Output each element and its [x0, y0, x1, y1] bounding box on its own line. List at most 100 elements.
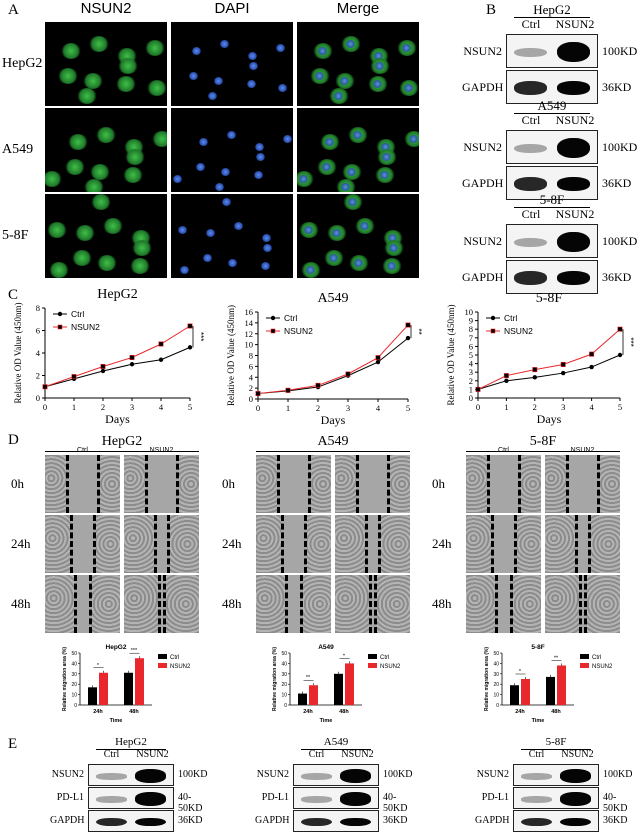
- wound-time-label-0h: 0h: [222, 476, 235, 491]
- blot-membrane-pd-l1: [513, 787, 599, 809]
- blot-size-label: 40-50KD: [178, 792, 203, 814]
- y-tick-label: 0: [36, 393, 40, 403]
- x-tick-label: 5: [618, 402, 622, 412]
- panel-label-a: A: [8, 2, 19, 18]
- wound-title-rule: [256, 451, 410, 452]
- blot-cell-title: 5-8F: [545, 736, 567, 748]
- lane-label-nsun2: NSUN2: [555, 17, 595, 31]
- wound-edge-line: [578, 575, 582, 633]
- bar-nsun2: [521, 679, 530, 705]
- wound-edge-line: [494, 575, 498, 633]
- wound-image: [545, 515, 620, 573]
- wound-edge-line: [144, 455, 148, 513]
- legend-label-nsun2: NSUN2: [380, 664, 401, 670]
- band-ctrl: [95, 817, 127, 827]
- blot-membrane-gapdh: [506, 70, 598, 104]
- wound-image: [256, 515, 331, 573]
- y-tick-label: 2: [469, 376, 473, 386]
- micrograph-hepg2-nsun2: [45, 22, 167, 106]
- bar-nsun2: [99, 672, 108, 705]
- blot-membrane-nsun2: [513, 764, 599, 786]
- blot-row-label-nsun2: NSUN2: [463, 140, 502, 154]
- x-tick-label: 48h: [551, 709, 561, 715]
- bar-nsun2: [309, 685, 318, 705]
- data-point-nsun2: [532, 367, 538, 373]
- y-tick-label: 4: [249, 372, 254, 382]
- wound-edge-line: [92, 515, 96, 573]
- y-tick-label: 0: [74, 703, 77, 709]
- wound-edge-line: [587, 515, 591, 573]
- wound-edge-line: [96, 455, 100, 513]
- band-nsun2: [340, 769, 372, 783]
- blot-membrane-nsun2: [506, 130, 598, 164]
- band-ctrl: [300, 817, 332, 827]
- blot-row-label-gapdh: GAPDH: [462, 176, 504, 190]
- blot-membrane-pd-l1: [88, 787, 174, 809]
- y-tick-label: 50: [71, 651, 77, 657]
- y-tick-label: 0: [249, 394, 253, 404]
- blot-row-label-gapdh: GAPDH: [462, 270, 504, 284]
- blot-membrane-nsun2: [293, 764, 379, 786]
- significance-mark: **: [414, 328, 423, 334]
- band-nsun2: [560, 792, 592, 806]
- micrograph-hepg2-dapi: [171, 22, 293, 106]
- wound-edge-line: [299, 575, 303, 633]
- chart-title: 5-8F: [531, 644, 544, 651]
- wound-edge-line: [386, 455, 390, 513]
- data-point-nsun2: [315, 382, 321, 388]
- y-tick-label: 0: [284, 703, 287, 709]
- lane-label-ctrl: Ctrl: [103, 749, 120, 760]
- legend-label-ctrl: Ctrl: [170, 655, 179, 661]
- data-point-nsun2: [100, 364, 106, 370]
- lane-label-nsun2: NSUN2: [341, 749, 374, 760]
- legend-label-ctrl: Ctrl: [504, 313, 517, 323]
- y-tick-label: 9: [469, 316, 473, 326]
- data-point-ctrl: [504, 378, 509, 383]
- micrograph-a549-dapi: [171, 108, 293, 192]
- band-nsun2: [340, 817, 372, 827]
- y-axis-label: Relative OD Value (450nm): [446, 304, 456, 405]
- blot-title-rule: [514, 17, 590, 18]
- wound-time-label-24h: 24h: [11, 536, 31, 551]
- band-nsun2: [556, 41, 590, 63]
- legend-marker: [270, 328, 276, 334]
- wound-image: [45, 515, 120, 573]
- y-tick-label: 10: [493, 693, 499, 699]
- blot-title-rule: [514, 113, 590, 114]
- blot-row-label-pd-l1: PD-L1: [261, 792, 289, 803]
- legend-marker: [57, 311, 63, 317]
- series-line-nsun2: [477, 328, 621, 390]
- bar-nsun2: [135, 658, 144, 705]
- data-point-ctrl: [532, 375, 537, 380]
- significance-mark: **: [554, 655, 559, 661]
- blot-title-rule: [96, 749, 166, 750]
- band-ctrl: [514, 47, 548, 58]
- wound-edge-line: [513, 515, 517, 573]
- column-label-nsun2: NSUN2: [80, 0, 132, 17]
- wound-edge-line: [509, 575, 513, 633]
- wound-image: [545, 575, 620, 633]
- data-point-nsun2: [42, 384, 48, 390]
- band-ctrl: [514, 271, 548, 285]
- x-tick-label: 0: [43, 402, 47, 412]
- blot-row-label-pd-l1: PD-L1: [56, 792, 84, 803]
- blot-membrane-nsun2: [506, 224, 598, 258]
- blot-row-label-gapdh: GAPDH: [50, 815, 85, 826]
- blot-row-label-nsun2: NSUN2: [463, 234, 502, 248]
- bar-nsun2: [345, 663, 354, 705]
- x-axis-label: Days: [105, 412, 130, 426]
- data-point-nsun2: [560, 361, 566, 367]
- wound-image: [124, 515, 199, 573]
- x-tick-label: 1: [286, 403, 290, 413]
- wound-image: [335, 515, 410, 573]
- micrograph-hepg2-merge: [297, 22, 419, 106]
- blot-row-label-gapdh: GAPDH: [462, 80, 504, 94]
- blot-row-label-gapdh: GAPDH: [255, 815, 290, 826]
- micrograph-a549-nsun2: [45, 108, 167, 192]
- legend-marker: [57, 324, 63, 330]
- x-tick-label: 0: [476, 402, 480, 412]
- blot-row-label-nsun2: NSUN2: [476, 769, 509, 780]
